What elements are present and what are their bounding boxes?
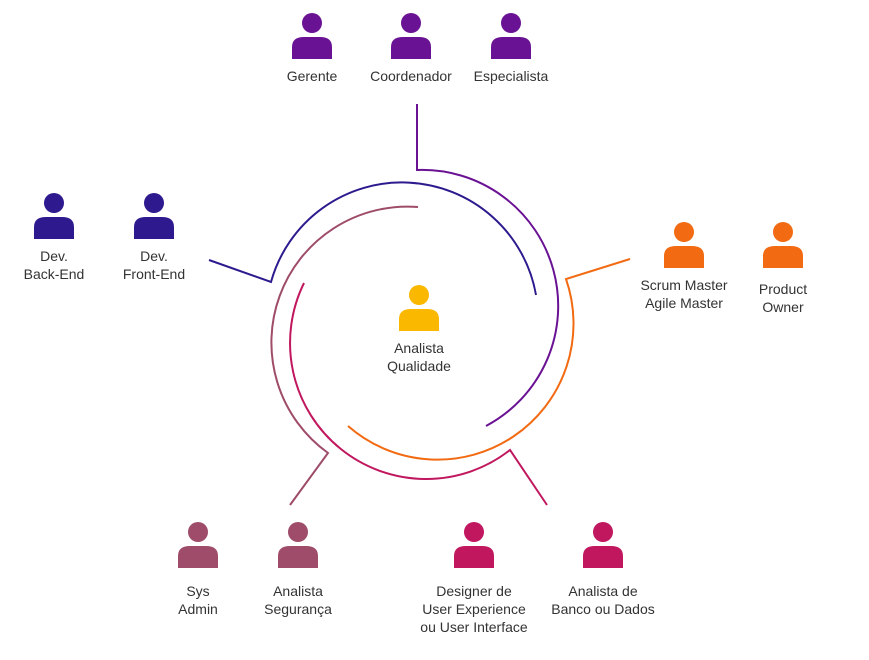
person-icon [583, 522, 623, 568]
role-scrum-master: Scrum Master Agile Master [614, 222, 754, 312]
arc-developer [208, 181, 537, 296]
role-label: Analista Segurança [264, 583, 332, 617]
person-icon [763, 222, 803, 268]
role-analista-seguranca: Analista Segurança [228, 522, 368, 618]
role-analista-banco-dados: Analista de Banco ou Dados [533, 522, 673, 618]
role-label: Analista de Banco ou Dados [551, 583, 655, 617]
role-label: Scrum Master Agile Master [640, 277, 728, 311]
role-dev-front-end: Dev. Front-End [84, 193, 224, 283]
role-coordenador: Coordenador [341, 13, 481, 85]
role-product-owner: Product Owner [713, 222, 853, 316]
person-icon [491, 13, 531, 59]
arc-agile [347, 258, 631, 461]
person-icon [292, 13, 332, 59]
role-label: Gerente [286, 68, 338, 84]
arc-management [416, 104, 560, 427]
person-icon [34, 193, 74, 239]
person-icon [178, 522, 218, 568]
role-label: Designer de User Experience ou User Inte… [420, 583, 528, 635]
role-label: Analista Qualidade [387, 340, 451, 374]
person-icon [664, 222, 704, 268]
role-designer-ux-ui: Designer de User Experience ou User Inte… [404, 522, 544, 636]
person-icon [391, 13, 431, 59]
person-icon [399, 285, 439, 331]
role-label: Sys Admin [178, 583, 218, 617]
role-label: Coordenador [370, 68, 452, 84]
role-gerente: Gerente [242, 13, 382, 85]
role-analista-qualidade: Analista Qualidade [349, 285, 489, 375]
role-label: Dev. Front-End [122, 248, 186, 282]
role-label: Dev. Back-End [23, 248, 85, 282]
person-icon [454, 522, 494, 568]
role-sys-admin: Sys Admin [128, 522, 268, 618]
arc-design-data [289, 282, 548, 506]
role-label: Especialista [473, 68, 549, 84]
person-icon [134, 193, 174, 239]
arc-infra [270, 205, 419, 506]
role-dev-back-end: Dev. Back-End [0, 193, 124, 283]
role-label: Product Owner [758, 281, 808, 315]
person-icon [278, 522, 318, 568]
role-especialista: Especialista [441, 13, 581, 85]
